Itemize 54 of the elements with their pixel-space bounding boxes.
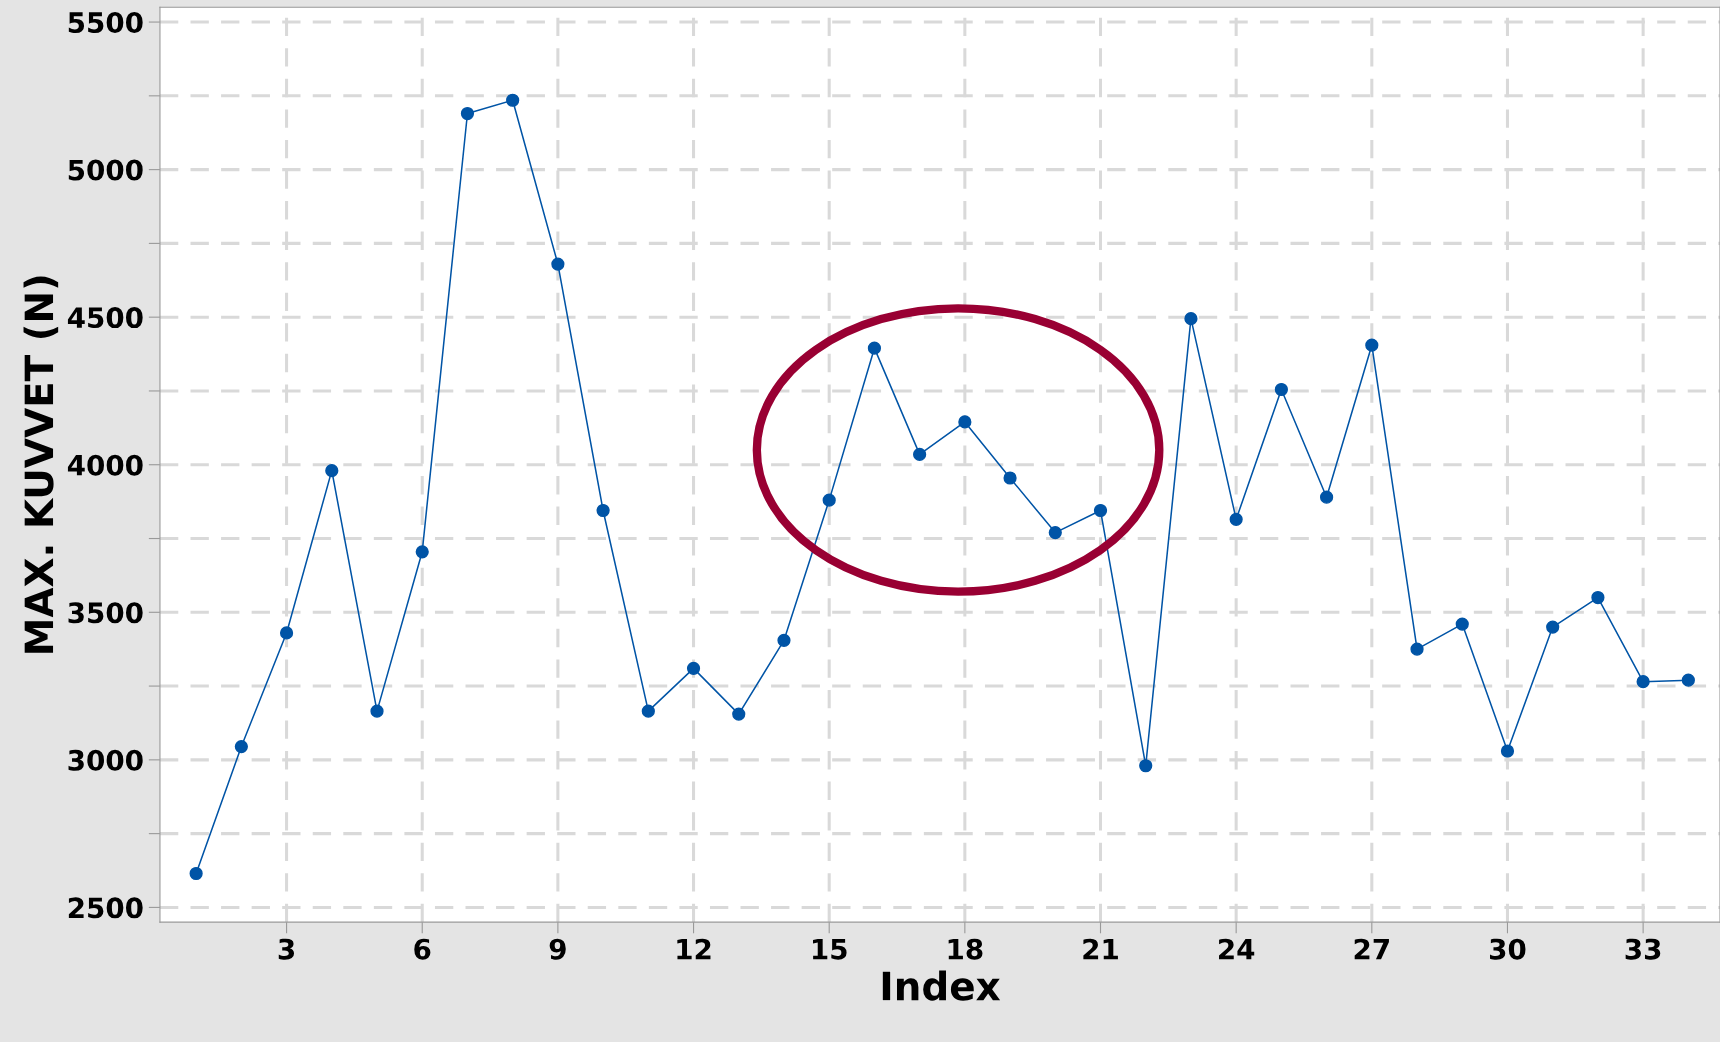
y-tick-label: 3000 — [68, 749, 143, 771]
point — [1681, 673, 1695, 687]
x-tick-label: 21 — [1083, 938, 1118, 960]
y-tick-label: 4000 — [67, 454, 143, 476]
point — [1184, 312, 1198, 326]
x-tick-label: 15 — [813, 939, 847, 960]
point — [279, 626, 294, 640]
point — [1320, 490, 1334, 504]
y-axis-title: MAX. KUVVET (N) — [23, 276, 59, 653]
point — [641, 704, 655, 718]
point — [596, 503, 610, 518]
x-tick-label: 9 — [549, 938, 566, 960]
y-tick-label: 5500 — [68, 11, 143, 33]
point — [913, 447, 927, 462]
point — [460, 106, 475, 121]
point — [686, 661, 701, 675]
x-tick-label: 33 — [1625, 938, 1661, 960]
point — [732, 707, 746, 721]
x-tick-label: 30 — [1490, 938, 1526, 960]
point — [822, 493, 836, 507]
point — [777, 633, 791, 647]
y-tick-label: 4500 — [67, 307, 143, 329]
point — [1500, 744, 1515, 758]
x-tick-label: 27 — [1354, 938, 1389, 960]
point — [1139, 759, 1153, 773]
point — [551, 257, 565, 271]
y-tick-label: 5000 — [68, 159, 143, 181]
point — [1591, 590, 1605, 605]
point — [1410, 642, 1424, 656]
x-tick-label: 3 — [278, 938, 295, 960]
point — [370, 704, 384, 718]
point — [1093, 503, 1108, 518]
point — [1636, 675, 1650, 689]
point — [1365, 338, 1379, 352]
x-tick-label: 12 — [677, 938, 711, 960]
y-tick-label: 3500 — [68, 602, 143, 624]
point — [1003, 471, 1017, 485]
point — [958, 415, 972, 429]
point — [1455, 617, 1469, 631]
point — [325, 464, 339, 478]
point — [189, 866, 203, 881]
x-tick-label: 6 — [414, 938, 431, 960]
point — [1048, 526, 1062, 540]
point — [1229, 512, 1243, 526]
y-tick-label: 2500 — [68, 897, 143, 919]
point — [867, 341, 882, 355]
x-tick-label: 18 — [948, 938, 983, 960]
point — [234, 739, 248, 754]
x-tick-label: 24 — [1219, 938, 1255, 960]
point — [1546, 620, 1560, 634]
point — [415, 545, 429, 559]
point — [506, 93, 520, 107]
x-axis-title: Index — [882, 970, 1001, 1001]
point — [1274, 382, 1288, 397]
